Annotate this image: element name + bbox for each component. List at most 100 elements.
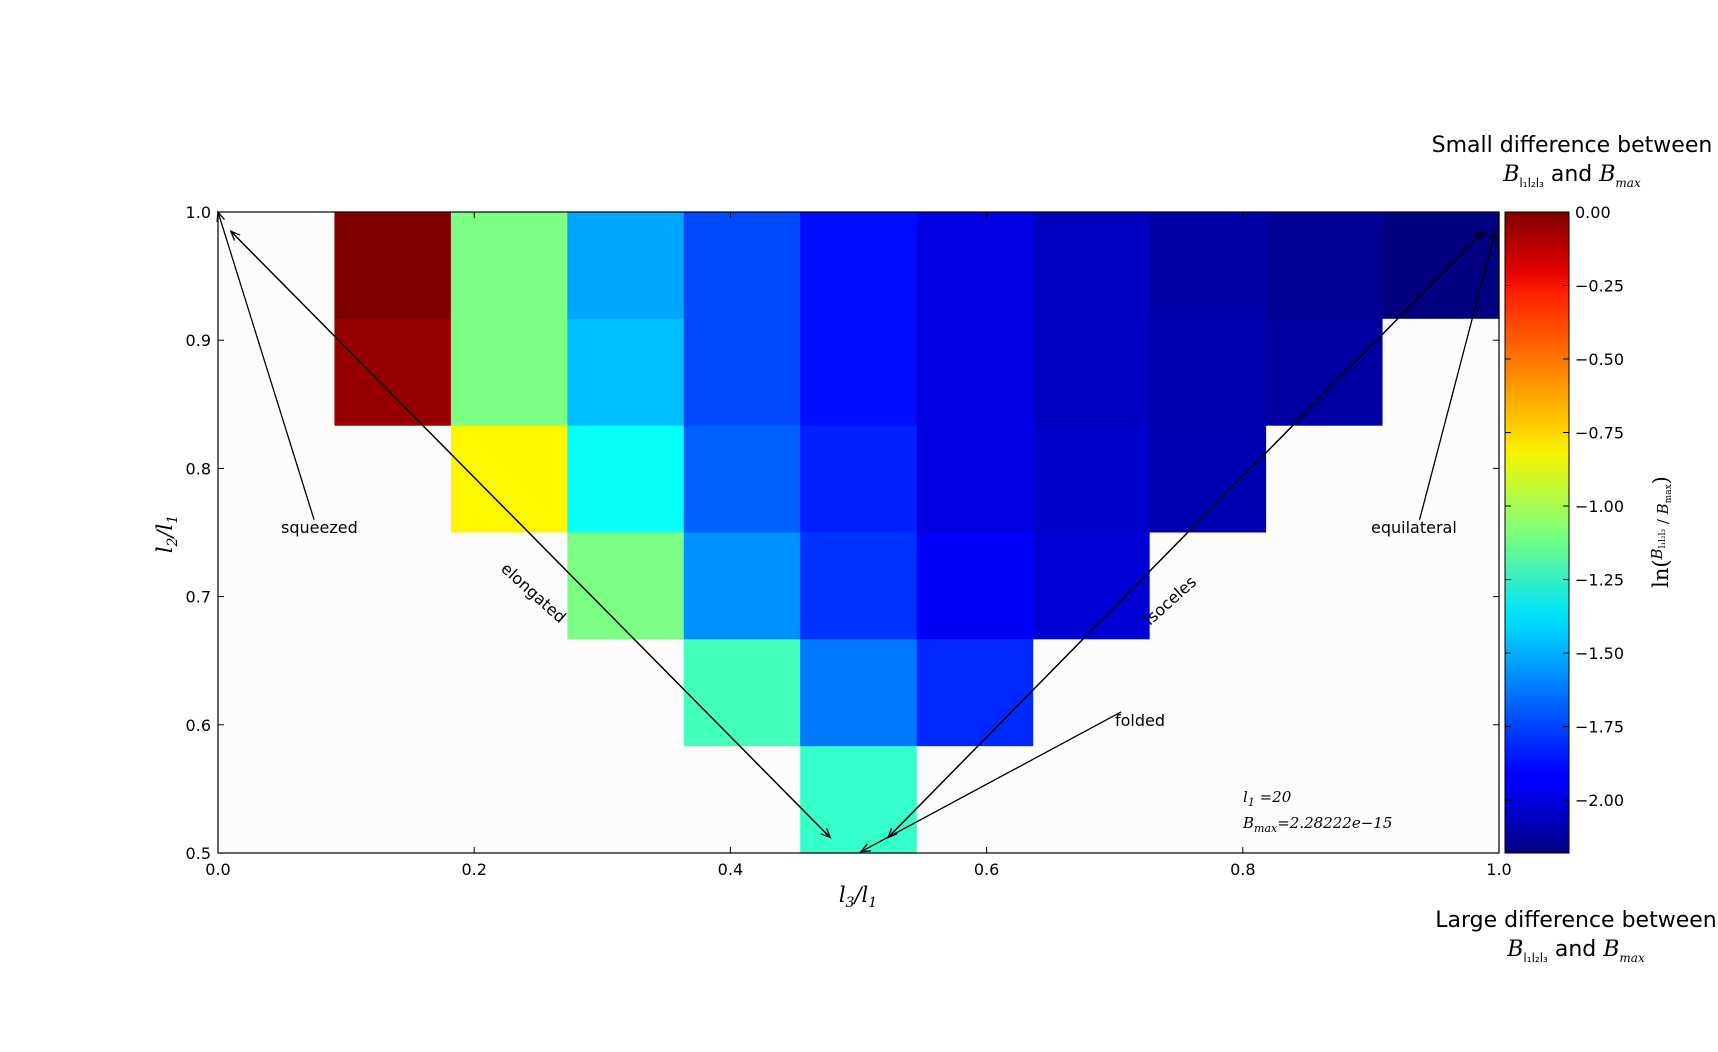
heatmap-cell-empty — [1149, 639, 1267, 747]
heatmap-cell — [1266, 212, 1384, 320]
heatmap-cell — [683, 212, 801, 320]
heatmap-cell-empty — [1382, 318, 1500, 427]
arrow-folded-head — [859, 843, 872, 853]
arrow-equilateral-head — [1488, 229, 1498, 242]
annotation-folded: folded — [1115, 711, 1165, 730]
heatmap-cell — [916, 318, 1034, 427]
x-tick-label: 0.2 — [461, 860, 486, 879]
colorbar-top-title-line1: Small difference between — [1432, 133, 1713, 158]
arrow-squeezed — [217, 211, 315, 520]
heatmap-cell-empty — [1266, 532, 1384, 640]
heatmap-cell-empty — [567, 639, 685, 747]
arrow-isoceles-back — [887, 230, 1485, 839]
annotation-arrows — [216, 210, 1498, 853]
heatmap-cell-empty — [450, 532, 568, 640]
colorbar-bottom-title-line2: Bl₁l₂l₃ and Bmax — [1506, 937, 1645, 965]
arrow-equilateral — [1418, 231, 1496, 520]
heatmap-cells — [218, 212, 1500, 854]
colorbar-tick-label: −0.25 — [1575, 277, 1624, 296]
heatmap-cell-empty — [334, 425, 452, 534]
heatmap-cell — [567, 425, 685, 534]
heatmap-cell — [1266, 318, 1384, 427]
x-axis-label: l3/l1 — [839, 883, 877, 911]
heatmap-cell-empty — [218, 318, 336, 427]
heatmap-cell-empty — [450, 746, 568, 854]
y-axis-ticks: 0.5 0.6 0.7 0.8 0.9 1.0 — [186, 203, 1499, 863]
heatmap-cell — [800, 318, 918, 427]
heatmap-cell — [800, 746, 918, 854]
colorbar-tick-label: −1.00 — [1575, 497, 1624, 516]
heatmap-cell — [567, 532, 685, 640]
heatmap-cell-empty — [1382, 425, 1500, 534]
colorbar-tick-label: −2.00 — [1575, 791, 1624, 810]
heatmap-cell-empty — [218, 532, 336, 640]
y-tick-label: 0.6 — [186, 716, 211, 735]
x-tick-label: 0.4 — [718, 860, 743, 879]
x-tick-label: 0.0 — [205, 860, 230, 879]
heatmap-cell — [1149, 212, 1267, 320]
heatmap-cell-empty — [916, 746, 1034, 854]
colorbar-tick-label: −1.75 — [1575, 718, 1624, 737]
heatmap-cell — [800, 639, 918, 747]
heatmap-cell-empty — [218, 212, 336, 320]
x-tick-label: 0.6 — [974, 860, 999, 879]
y-tick-label: 1.0 — [186, 203, 211, 222]
heatmap-cell — [916, 532, 1034, 640]
heatmap-cell — [1033, 532, 1151, 640]
colorbar-ticks: 0.00 −0.25 −0.50 −0.75 −1.00 −1.25 −1.50 −1.75 −… — [1505, 203, 1624, 810]
heatmap-cell — [916, 212, 1034, 320]
heatmap-cell — [567, 318, 685, 427]
heatmap-cell-empty — [334, 639, 452, 747]
heatmap-cell — [800, 212, 918, 320]
colorbar-tick-label: −0.50 — [1575, 350, 1624, 369]
heatmap-cell — [916, 425, 1034, 534]
heatmap-cell — [683, 532, 801, 640]
colorbar-tick-label: −1.25 — [1575, 571, 1624, 590]
heatmap-cell — [567, 212, 685, 320]
y-axis-label: l2/l1 — [153, 515, 181, 553]
x-axis-ticks: 0.0 0.2 0.4 0.6 0.8 1.0 — [205, 212, 1512, 879]
heatmap-cell-empty — [1149, 746, 1267, 854]
x-tick-label: 0.8 — [1230, 860, 1255, 879]
heatmap-cell-empty — [1382, 746, 1500, 854]
heatmap-cell — [1382, 212, 1500, 320]
y-tick-label: 0.5 — [186, 844, 211, 863]
heatmap-cell-empty — [683, 746, 801, 854]
annotation-squeezed: squeezed — [281, 518, 358, 537]
heatmap-cell-empty — [567, 746, 685, 854]
annotation-equilateral: equilateral — [1371, 518, 1457, 537]
y-tick-label: 0.9 — [186, 331, 211, 350]
heatmap-cell — [1033, 318, 1151, 427]
arrow-elongated-back-head — [229, 230, 241, 241]
heatmap-cell-empty — [1266, 746, 1384, 854]
heatmap-cell — [683, 318, 801, 427]
heatmap-cell-empty — [1382, 639, 1500, 747]
heatmap-cell — [800, 532, 918, 640]
heatmap-cell — [450, 212, 568, 320]
heatmap-cell — [334, 318, 452, 427]
colorbar-tick-label: −1.50 — [1575, 644, 1624, 663]
heatmap-cell-empty — [1149, 532, 1267, 640]
heatmap-cell-empty — [218, 639, 336, 747]
heatmap-cell — [683, 639, 801, 747]
heatmap-cell-empty — [1266, 639, 1384, 747]
heatmap-cell — [450, 425, 568, 534]
heatmap-cell-empty — [1033, 746, 1151, 854]
info-bmax: Bmax=2.28222e−15 — [1242, 814, 1392, 835]
heatmap-cell — [1149, 318, 1267, 427]
heatmap-cell — [916, 639, 1034, 747]
plot-frame — [217, 211, 1500, 854]
heatmap-cell — [450, 318, 568, 427]
heatmap-cell-empty — [450, 639, 568, 747]
x-tick-label: 1.0 — [1486, 860, 1511, 879]
arrow-folded — [860, 711, 1122, 853]
colorbar-label: ln(Bl₁l₂l₃ / Bmax) — [1648, 476, 1674, 588]
heatmap-cell — [683, 425, 801, 534]
y-tick-label: 0.8 — [186, 459, 211, 478]
info-l1: l1 =20 — [1243, 788, 1292, 809]
heatmap-cell-empty — [1382, 532, 1500, 640]
y-tick-label: 0.7 — [186, 588, 211, 607]
colorbar-bottom-title-line1: Large difference between — [1435, 908, 1716, 933]
colorbar-tick-label: 0.00 — [1575, 203, 1611, 222]
